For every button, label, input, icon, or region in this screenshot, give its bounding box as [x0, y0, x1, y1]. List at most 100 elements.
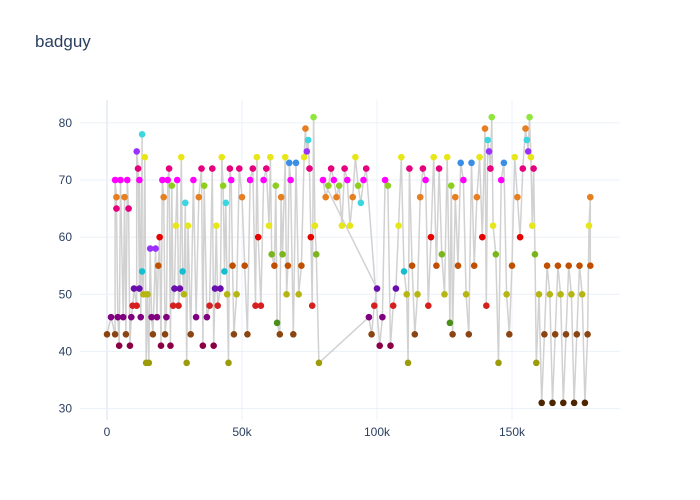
data-point	[488, 113, 496, 121]
data-point	[254, 233, 262, 241]
data-point	[290, 330, 297, 338]
data-point	[195, 193, 203, 201]
data-point	[551, 330, 559, 338]
data-point	[522, 125, 529, 132]
data-point	[223, 290, 231, 298]
y-tick-label: 80	[59, 116, 73, 130]
data-point	[156, 233, 163, 241]
data-point	[422, 176, 429, 184]
data-point	[483, 302, 490, 310]
data-point	[304, 136, 312, 144]
data-point	[333, 193, 340, 201]
data-point	[159, 176, 166, 184]
data-point	[395, 222, 402, 230]
data-point	[113, 205, 120, 212]
data-point	[327, 165, 335, 172]
data-point	[218, 153, 226, 161]
data-point	[470, 262, 478, 270]
data-point	[163, 313, 170, 321]
data-point	[416, 193, 424, 201]
data-point	[554, 262, 562, 270]
data-point	[384, 182, 392, 190]
data-point	[354, 182, 362, 190]
data-point	[546, 290, 554, 298]
data-point	[476, 153, 483, 161]
data-point	[128, 313, 135, 321]
data-point	[360, 176, 367, 184]
data-point	[500, 159, 508, 167]
data-point	[506, 330, 513, 338]
data-point	[465, 330, 473, 338]
data-point	[585, 222, 593, 230]
data-point	[284, 262, 292, 270]
data-point	[454, 262, 462, 270]
data-point	[473, 193, 481, 201]
data-point	[489, 222, 497, 230]
data-point	[213, 222, 220, 230]
data-point	[322, 193, 330, 201]
data-point	[379, 313, 386, 321]
data-point	[171, 285, 178, 292]
x-tick-label: 100k	[364, 425, 391, 439]
data-point	[381, 176, 389, 184]
data-point	[457, 159, 465, 167]
data-point	[516, 233, 524, 241]
data-point	[173, 176, 181, 184]
data-point	[573, 330, 581, 338]
data-point	[279, 250, 286, 258]
data-point	[371, 302, 378, 310]
data-point	[308, 302, 316, 310]
data-point	[527, 153, 535, 161]
data-point	[562, 330, 570, 338]
data-point	[541, 330, 548, 338]
data-point	[362, 165, 370, 172]
data-point	[210, 342, 217, 350]
data-point	[557, 290, 564, 298]
data-point	[281, 153, 289, 161]
data-point	[344, 176, 351, 184]
data-point	[492, 250, 500, 258]
chart-title: badguy	[35, 32, 91, 51]
data-point	[468, 159, 475, 167]
data-point	[217, 285, 224, 292]
data-point	[277, 193, 285, 201]
data-point	[133, 302, 140, 310]
data-point	[524, 148, 532, 155]
data-point	[130, 285, 138, 292]
data-point	[560, 399, 567, 407]
data-point	[487, 165, 494, 172]
data-point	[425, 302, 432, 310]
data-point	[103, 330, 111, 338]
data-point	[303, 148, 311, 155]
data-point	[165, 165, 173, 172]
data-point	[172, 222, 180, 230]
data-point	[411, 330, 419, 338]
data-point	[267, 153, 274, 161]
data-point	[408, 262, 416, 270]
data-point	[307, 233, 315, 241]
data-point	[257, 302, 265, 310]
data-point	[287, 176, 294, 184]
data-point	[236, 165, 243, 172]
data-point	[107, 313, 115, 321]
data-point	[113, 193, 120, 201]
data-point	[443, 153, 451, 161]
data-point	[387, 342, 394, 350]
data-point	[352, 153, 359, 161]
data-point	[219, 182, 227, 190]
y-tick-label: 60	[59, 230, 73, 244]
data-point	[452, 193, 459, 201]
data-point	[357, 199, 365, 207]
data-point	[187, 330, 194, 338]
data-point	[200, 182, 208, 190]
data-point	[298, 262, 305, 270]
data-point	[233, 290, 240, 298]
data-point	[183, 359, 190, 367]
data-point	[244, 330, 251, 338]
data-point	[300, 153, 308, 161]
data-point	[169, 302, 177, 310]
data-point	[419, 165, 427, 172]
data-point	[549, 399, 556, 407]
data-point	[221, 268, 228, 275]
data-point	[263, 165, 270, 172]
